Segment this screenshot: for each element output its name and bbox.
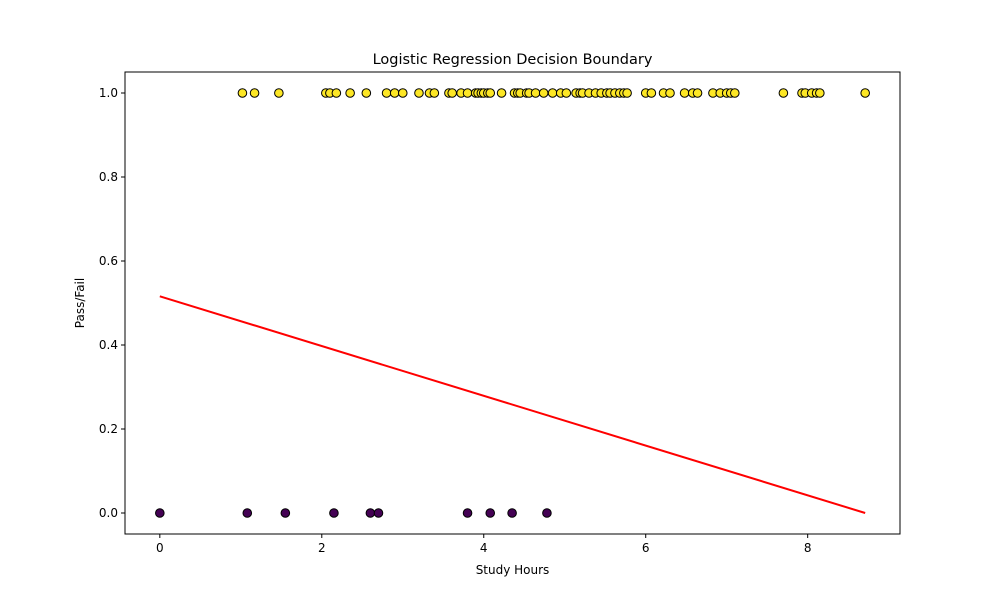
decision-boundary-line xyxy=(159,295,866,514)
y-tick-label: 0.8 xyxy=(99,170,118,184)
data-point-pass xyxy=(665,88,675,98)
data-point-pass xyxy=(538,88,549,98)
y-tick-label: 1.0 xyxy=(99,86,118,100)
y-tick-label: 0.0 xyxy=(99,506,118,520)
data-point-pass xyxy=(447,88,457,98)
data-point-pass xyxy=(730,88,740,98)
data-point-pass xyxy=(414,88,424,98)
data-point-fail xyxy=(155,508,165,518)
data-point-pass xyxy=(860,88,870,98)
data-point-pass xyxy=(397,88,408,98)
data-point-fail xyxy=(373,508,384,518)
data-point-pass xyxy=(530,88,541,98)
data-point-pass xyxy=(274,88,284,98)
plot-area xyxy=(155,88,870,518)
data-point-pass xyxy=(692,88,703,98)
data-point-pass xyxy=(622,88,632,98)
x-axis-label: Study Hours xyxy=(476,563,550,577)
y-tick-label: 0.2 xyxy=(99,422,118,436)
data-point-fail xyxy=(507,508,517,518)
x-tick-label: 2 xyxy=(318,541,326,555)
data-point-pass xyxy=(381,88,392,98)
data-point-pass xyxy=(361,88,372,98)
data-point-pass xyxy=(561,88,572,98)
data-point-pass xyxy=(679,88,690,98)
data-point-fail xyxy=(242,508,253,518)
data-point-pass xyxy=(429,88,440,98)
x-tick-label: 0 xyxy=(156,541,164,555)
x-tick-label: 4 xyxy=(480,541,488,555)
data-point-pass xyxy=(815,88,825,98)
data-point-pass xyxy=(249,88,260,98)
data-point-fail xyxy=(485,508,496,518)
x-tick-label: 8 xyxy=(804,541,812,555)
data-point-pass xyxy=(331,88,342,98)
data-point-fail xyxy=(462,508,473,518)
data-point-fail xyxy=(329,508,339,518)
y-tick-label: 0.6 xyxy=(99,254,118,268)
data-point-pass xyxy=(485,88,496,98)
data-point-pass xyxy=(778,88,789,98)
data-point-fail xyxy=(365,508,376,518)
y-tick-label: 0.4 xyxy=(99,338,118,352)
data-point-fail xyxy=(280,508,291,518)
data-point-fail xyxy=(542,508,552,518)
chart-title: Logistic Regression Decision Boundary xyxy=(373,52,653,68)
data-point-pass xyxy=(462,88,473,98)
data-point-pass xyxy=(345,88,355,98)
y-axis-ticks: 0.0 0.2 0.4 0.6 0.8 1.0 xyxy=(99,86,125,520)
data-point-pass xyxy=(646,88,657,98)
data-point-pass xyxy=(237,88,248,98)
data-point-pass xyxy=(496,88,507,98)
y-axis-label: Pass/Fail xyxy=(73,278,87,328)
axes-frame xyxy=(124,71,901,535)
x-tick-label: 6 xyxy=(642,541,650,555)
data-point-pass xyxy=(389,88,400,98)
x-axis-ticks: 0 2 4 6 8 xyxy=(156,534,812,555)
data-point-pass xyxy=(547,88,558,98)
